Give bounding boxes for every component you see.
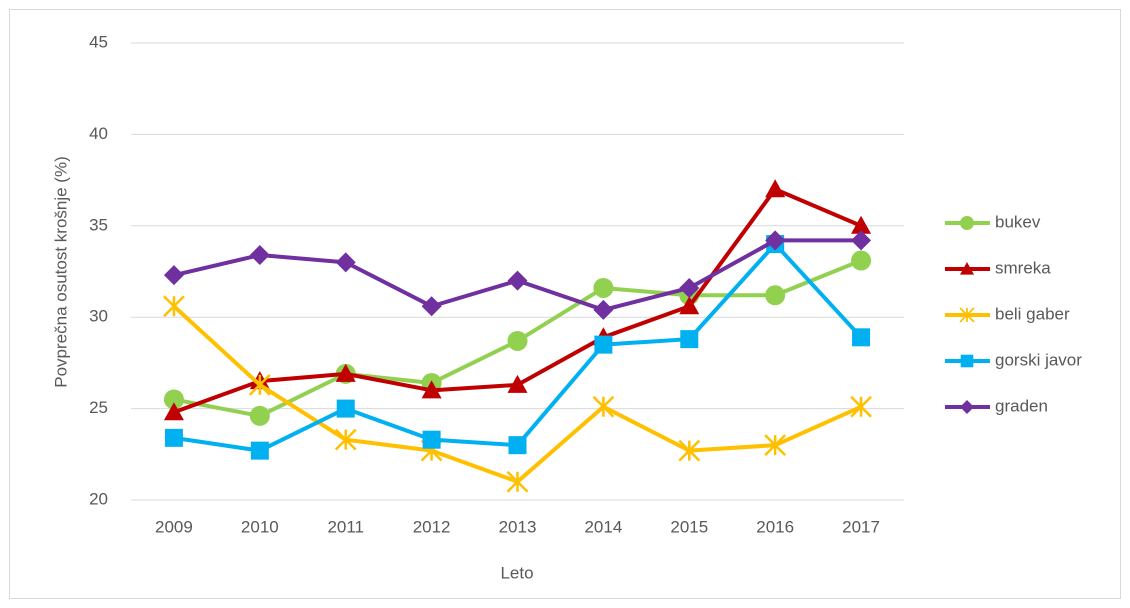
x-axis-label: Leto [500,563,533,582]
marker [593,299,614,320]
marker [764,434,787,457]
legend-label: gorski javor [995,350,1082,369]
x-tick-label: 2010 [241,517,279,536]
marker [852,328,871,347]
marker [594,335,613,354]
marker [335,363,356,382]
marker [507,270,528,291]
marker [679,296,700,315]
marker [592,395,615,418]
marker [163,265,184,286]
x-tick-label: 2012 [413,517,451,536]
marker [422,430,441,449]
marker [249,245,270,266]
marker [336,399,355,418]
marker [248,373,271,396]
marker [335,252,356,273]
marker [679,277,700,298]
marker [960,262,974,275]
y-tick-label: 30 [89,307,108,326]
x-tick-label: 2013 [499,517,537,536]
y-tick-label: 20 [89,489,108,508]
marker [851,215,872,234]
y-tick-label: 45 [89,32,108,51]
marker [765,179,786,198]
x-tick-label: 2014 [584,517,622,536]
legend-label: bukev [995,212,1041,231]
marker [678,439,701,462]
marker [765,285,786,306]
marker [959,307,975,323]
marker [421,380,442,399]
marker [163,295,185,318]
marker [334,428,357,451]
x-tick-label: 2016 [756,517,794,536]
marker [850,395,872,418]
x-tick-label: 2009 [155,517,193,536]
y-tick-label: 25 [89,398,108,417]
marker [960,216,974,230]
marker [680,330,699,349]
x-tick-label: 2011 [327,517,364,536]
marker [508,436,527,455]
x-tick-label: 2017 [842,517,880,536]
marker [249,405,270,426]
series [163,230,872,320]
y-tick-label: 35 [89,215,108,234]
marker [765,230,786,251]
marker [851,230,872,251]
marker [507,374,528,393]
marker [851,250,872,271]
marker [163,389,184,410]
marker [163,402,184,421]
y-axis-label: Povprečna osutost krošnje (%) [51,156,70,388]
y-tick-label: 40 [89,124,108,143]
marker [164,428,183,447]
marker [593,277,614,298]
series [163,295,872,493]
marker [250,441,269,460]
marker [421,296,442,317]
legend-label: smreka [995,258,1051,277]
legend-label: graden [995,396,1048,415]
marker [960,354,974,368]
x-tick-label: 2015 [670,517,708,536]
marker [507,330,528,351]
legend-label: beli gaber [995,304,1070,323]
marker [506,470,529,493]
marker [960,400,974,414]
